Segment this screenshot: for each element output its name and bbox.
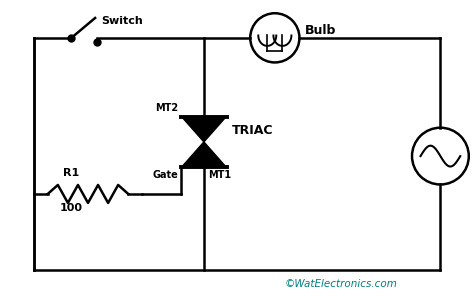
- Text: Bulb: Bulb: [305, 24, 337, 37]
- Polygon shape: [182, 142, 226, 167]
- Text: MT1: MT1: [208, 170, 231, 180]
- Text: ©WatElectronics.com: ©WatElectronics.com: [284, 280, 398, 289]
- Text: 100: 100: [60, 203, 83, 213]
- Text: Switch: Switch: [101, 16, 143, 26]
- Text: MT2: MT2: [155, 103, 178, 113]
- Text: R1: R1: [64, 168, 80, 178]
- Text: TRIAC: TRIAC: [232, 124, 274, 136]
- Text: Gate: Gate: [153, 170, 178, 180]
- Polygon shape: [182, 117, 226, 142]
